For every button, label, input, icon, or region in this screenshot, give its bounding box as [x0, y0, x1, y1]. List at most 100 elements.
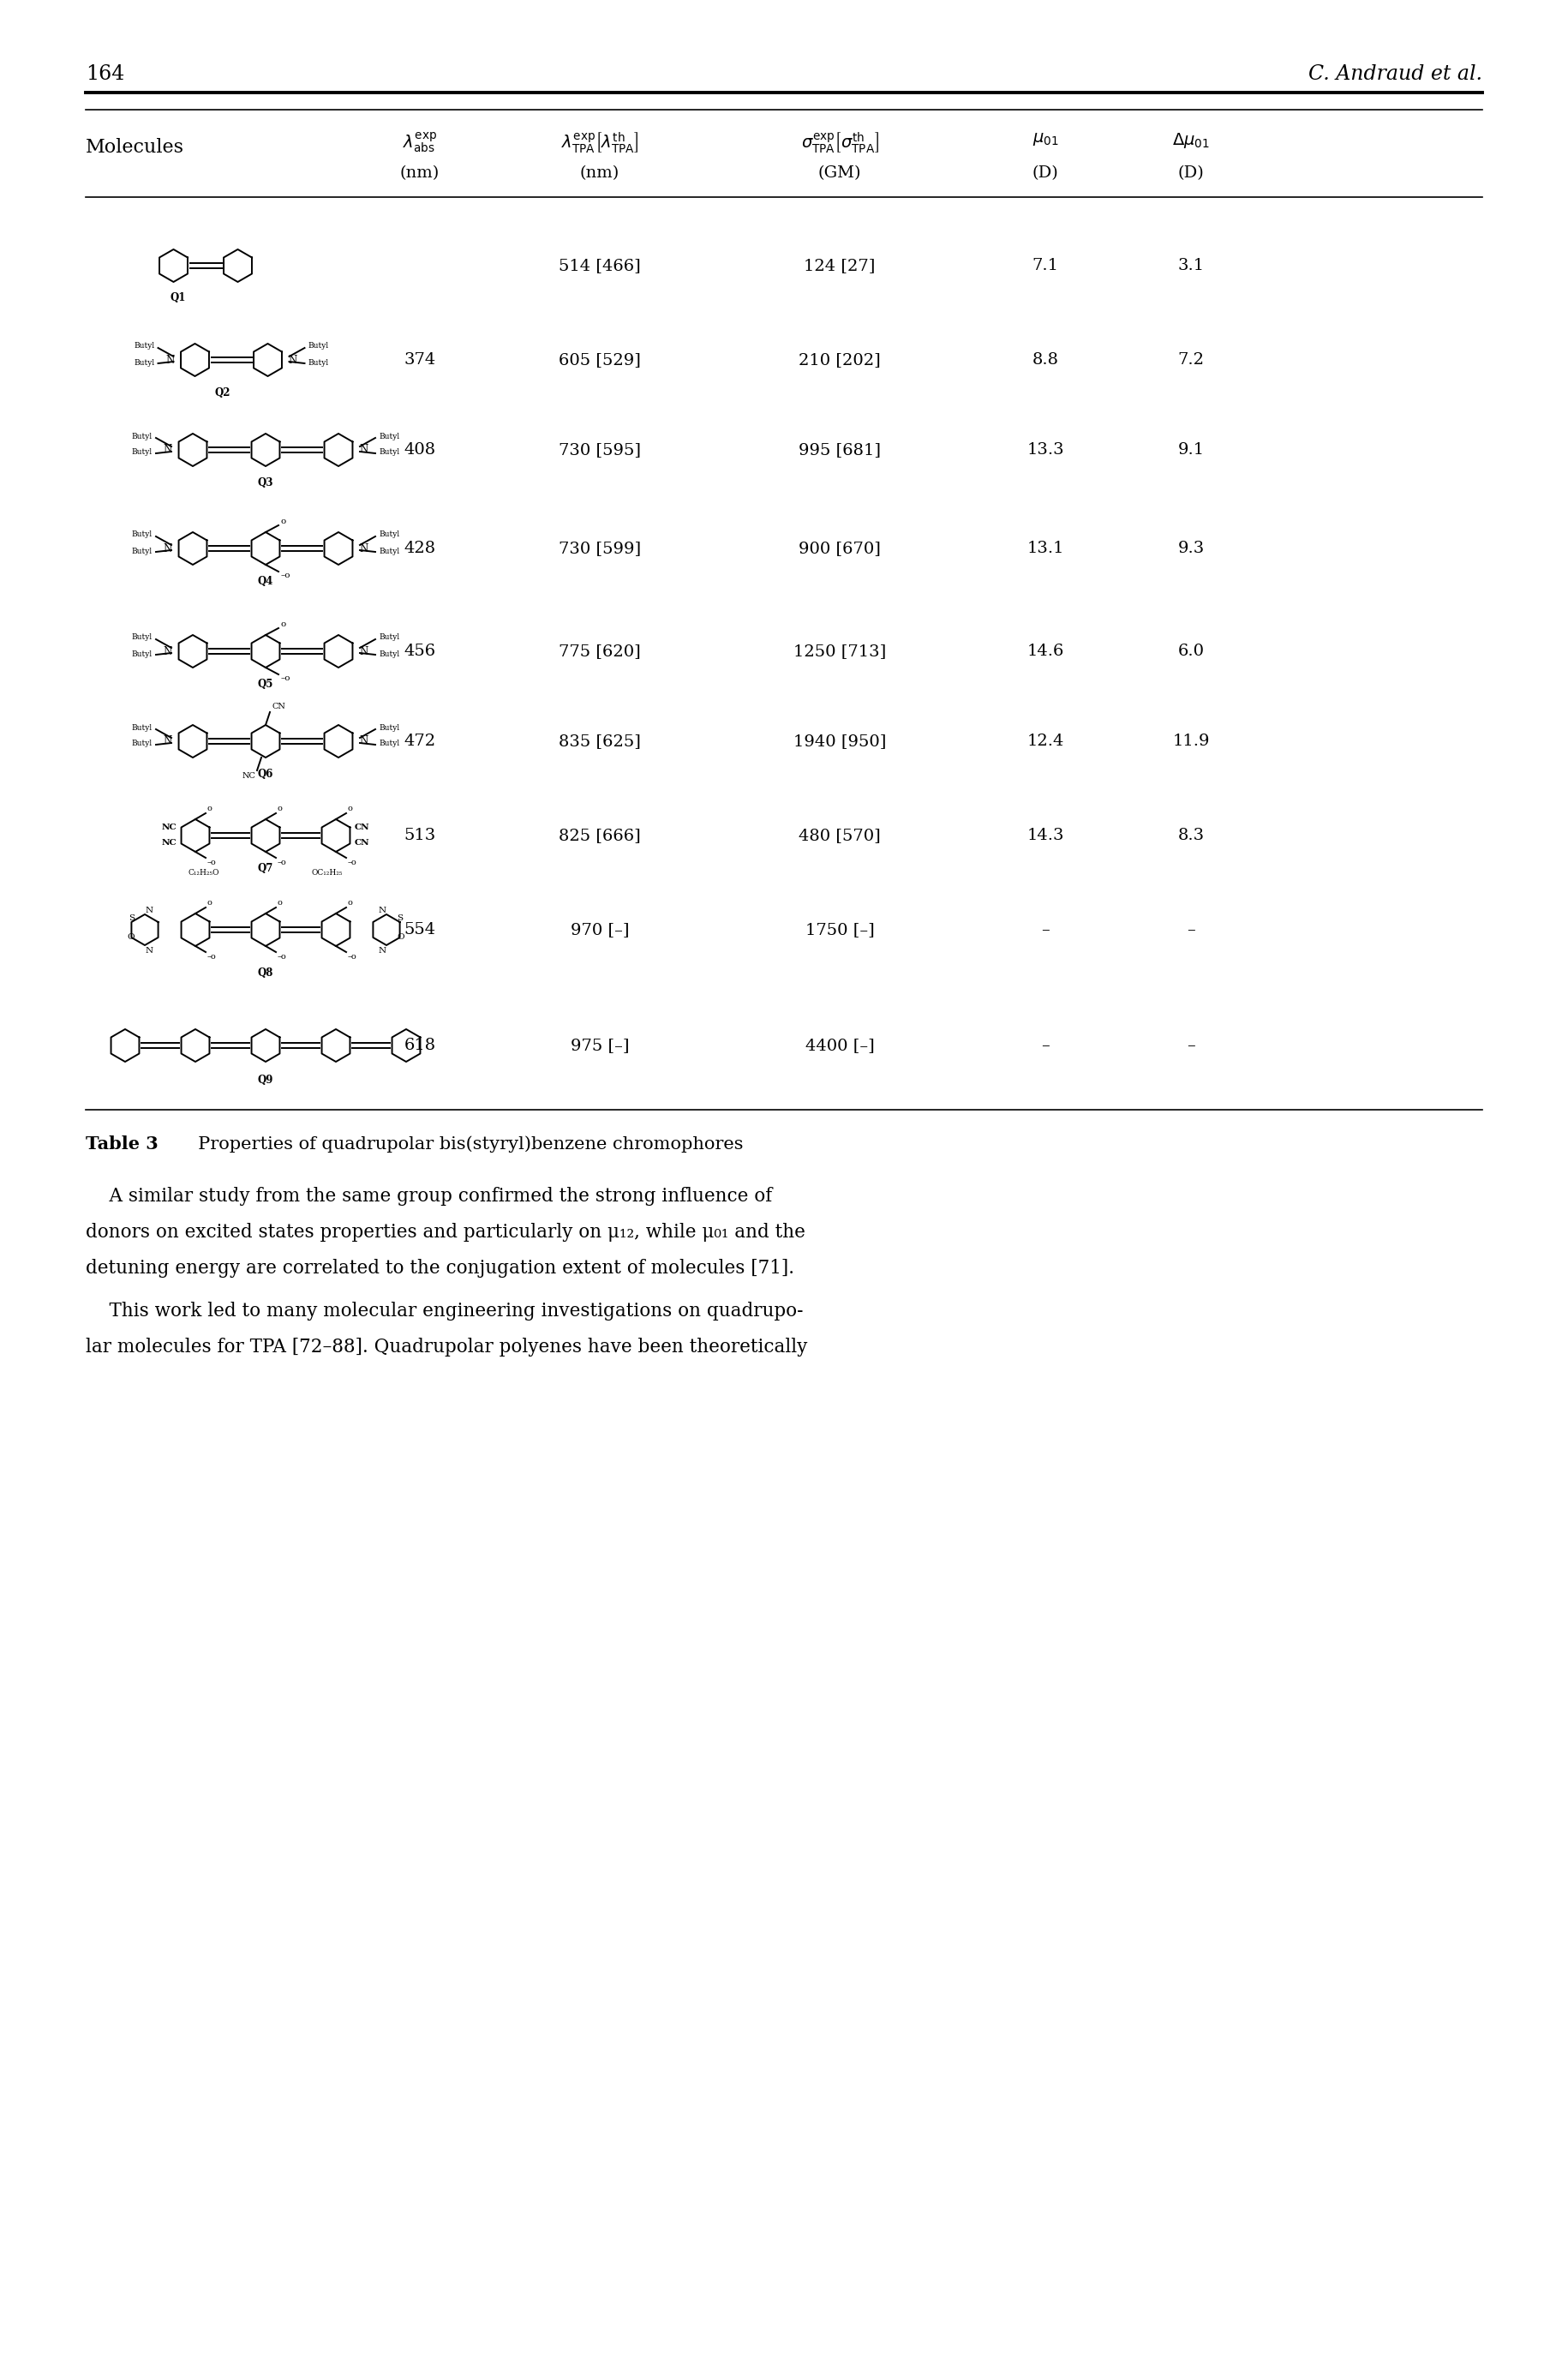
Text: 6.0: 6.0 — [1178, 644, 1204, 659]
Text: 164: 164 — [86, 64, 124, 83]
Text: 605 [529]: 605 [529] — [558, 352, 641, 369]
Text: S: S — [397, 913, 403, 923]
Text: 7.2: 7.2 — [1178, 352, 1204, 369]
Text: 554: 554 — [405, 923, 436, 937]
Text: o: o — [348, 899, 353, 906]
Text: A similar study from the same group confirmed the strong influence of: A similar study from the same group conf… — [86, 1187, 771, 1206]
Text: NC: NC — [241, 773, 256, 780]
Text: 975 [–]: 975 [–] — [571, 1037, 629, 1053]
Text: Butyl: Butyl — [133, 359, 155, 366]
Text: –o: –o — [207, 858, 216, 866]
Text: $\Delta\mu_{01}$: $\Delta\mu_{01}$ — [1173, 131, 1210, 150]
Text: Butyl: Butyl — [379, 449, 400, 457]
Text: Butyl: Butyl — [132, 547, 152, 554]
Text: 14.6: 14.6 — [1027, 644, 1065, 659]
Text: C₁₂H₂₅O: C₁₂H₂₅O — [188, 868, 220, 877]
Text: –o: –o — [348, 954, 358, 961]
Text: Q7: Q7 — [257, 863, 273, 875]
Text: Butyl: Butyl — [132, 449, 152, 457]
Text: 11.9: 11.9 — [1173, 732, 1209, 749]
Text: N: N — [163, 542, 172, 554]
Text: –o: –o — [278, 858, 287, 866]
Text: N: N — [359, 445, 368, 457]
Text: 9.3: 9.3 — [1178, 540, 1204, 556]
Text: 8.8: 8.8 — [1032, 352, 1058, 369]
Text: OC₁₂H₂₅: OC₁₂H₂₅ — [312, 868, 343, 877]
Text: 730 [595]: 730 [595] — [558, 442, 641, 457]
Text: N: N — [378, 906, 386, 916]
Text: –: – — [1041, 1037, 1049, 1053]
Text: –o: –o — [281, 675, 292, 682]
Text: –o: –o — [207, 954, 216, 961]
Text: N: N — [289, 354, 296, 366]
Text: N: N — [359, 647, 368, 656]
Text: Q2: Q2 — [215, 388, 230, 400]
Text: o: o — [281, 518, 287, 526]
Text: Butyl: Butyl — [379, 547, 400, 554]
Text: Butyl: Butyl — [132, 649, 152, 659]
Text: Q6: Q6 — [257, 768, 273, 780]
Text: 1750 [–]: 1750 [–] — [804, 923, 875, 937]
Text: (D): (D) — [1032, 166, 1058, 181]
Text: 7.1: 7.1 — [1032, 257, 1058, 273]
Text: 480 [570]: 480 [570] — [798, 828, 881, 844]
Text: o: o — [207, 804, 212, 813]
Text: –o: –o — [278, 954, 287, 961]
Text: Butyl: Butyl — [307, 342, 329, 350]
Text: N: N — [166, 354, 174, 366]
Text: –o: –o — [348, 858, 358, 866]
Text: (GM): (GM) — [818, 166, 861, 181]
Text: Butyl: Butyl — [379, 433, 400, 440]
Text: o: o — [281, 621, 287, 628]
Text: Properties of quadrupolar bis(styryl)benzene chromophores: Properties of quadrupolar bis(styryl)ben… — [187, 1134, 743, 1153]
Text: Butyl: Butyl — [379, 530, 400, 537]
Text: 4400 [–]: 4400 [–] — [804, 1037, 875, 1053]
Text: Q9: Q9 — [257, 1075, 273, 1087]
Text: $\lambda^{\mathrm{exp}}_{\mathrm{abs}}$: $\lambda^{\mathrm{exp}}_{\mathrm{abs}}$ — [403, 131, 437, 155]
Text: 1250 [713]: 1250 [713] — [793, 644, 886, 659]
Text: Butyl: Butyl — [133, 342, 155, 350]
Text: 13.3: 13.3 — [1027, 442, 1065, 457]
Text: This work led to many molecular engineering investigations on quadrupo-: This work led to many molecular engineer… — [86, 1301, 803, 1320]
Text: o: o — [278, 899, 282, 906]
Text: CN: CN — [354, 839, 370, 847]
Text: 12.4: 12.4 — [1027, 732, 1065, 749]
Text: 513: 513 — [405, 828, 436, 844]
Text: Butyl: Butyl — [307, 359, 329, 366]
Text: Butyl: Butyl — [379, 740, 400, 747]
Text: 514 [466]: 514 [466] — [558, 257, 641, 273]
Text: N: N — [378, 946, 386, 954]
Text: 900 [670]: 900 [670] — [798, 540, 881, 556]
Text: –o: –o — [281, 571, 292, 580]
Text: 825 [666]: 825 [666] — [558, 828, 641, 844]
Text: Butyl: Butyl — [379, 723, 400, 732]
Text: C. Andraud et al.: C. Andraud et al. — [1308, 64, 1482, 83]
Text: 13.1: 13.1 — [1027, 540, 1065, 556]
Text: 456: 456 — [405, 644, 436, 659]
Text: (nm): (nm) — [400, 166, 439, 181]
Text: 8.3: 8.3 — [1178, 828, 1204, 844]
Text: N: N — [359, 735, 368, 747]
Text: –: – — [1041, 923, 1049, 937]
Text: Molecules: Molecules — [86, 138, 183, 157]
Text: Q5: Q5 — [257, 678, 273, 690]
Text: Q1: Q1 — [169, 292, 185, 304]
Text: 775 [620]: 775 [620] — [558, 644, 641, 659]
Text: NC: NC — [162, 823, 177, 830]
Text: $\lambda^{\mathrm{exp}}_{\mathrm{TPA}}\left[\lambda^{\mathrm{th}}_{\mathrm{TPA}}: $\lambda^{\mathrm{exp}}_{\mathrm{TPA}}\l… — [561, 131, 638, 155]
Text: 124 [27]: 124 [27] — [804, 257, 875, 273]
Text: 835 [625]: 835 [625] — [558, 732, 641, 749]
Text: 3.1: 3.1 — [1178, 257, 1204, 273]
Text: Q4: Q4 — [257, 575, 273, 587]
Text: CN: CN — [273, 702, 285, 711]
Text: N: N — [359, 542, 368, 554]
Text: o: o — [348, 804, 353, 813]
Text: 1940 [950]: 1940 [950] — [793, 732, 886, 749]
Text: lar molecules for TPA [72–88]. Quadrupolar polyenes have been theoretically: lar molecules for TPA [72–88]. Quadrupol… — [86, 1339, 808, 1355]
Text: Butyl: Butyl — [379, 633, 400, 642]
Text: Butyl: Butyl — [132, 723, 152, 732]
Text: NC: NC — [162, 839, 177, 847]
Text: o: o — [278, 804, 282, 813]
Text: 408: 408 — [405, 442, 436, 457]
Text: 210 [202]: 210 [202] — [798, 352, 881, 369]
